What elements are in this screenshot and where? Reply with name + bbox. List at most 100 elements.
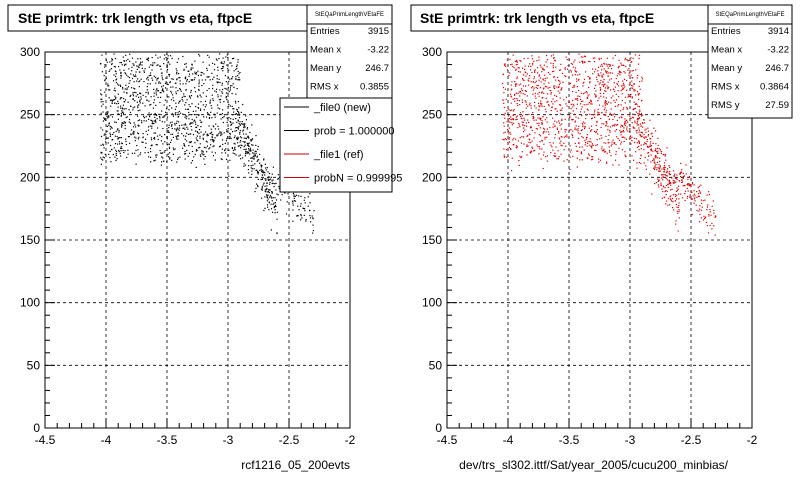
- data-point: [678, 202, 680, 204]
- data-point: [161, 152, 163, 154]
- data-point: [597, 81, 599, 83]
- data-point: [243, 165, 245, 167]
- data-point: [593, 130, 596, 132]
- data-point: [541, 139, 543, 141]
- data-point: [221, 82, 223, 84]
- data-point: [245, 133, 247, 135]
- x-tick-label: -4: [101, 433, 112, 447]
- data-point: [212, 140, 214, 142]
- data-point: [525, 101, 527, 103]
- data-point: [100, 127, 102, 129]
- data-point: [553, 70, 555, 72]
- data-point: [113, 132, 115, 134]
- data-point: [643, 142, 646, 144]
- data-point: [202, 92, 204, 94]
- data-point: [515, 145, 517, 147]
- data-point: [265, 179, 267, 181]
- data-point: [234, 143, 236, 145]
- data-point: [580, 108, 582, 110]
- data-point: [584, 126, 586, 128]
- data-point: [626, 79, 628, 82]
- data-point: [125, 73, 127, 75]
- data-point: [251, 124, 253, 126]
- data-point: [146, 133, 149, 136]
- data-point: [609, 112, 611, 114]
- data-point: [187, 108, 189, 110]
- data-point: [667, 186, 669, 188]
- data-point: [120, 155, 122, 157]
- data-point: [309, 193, 311, 195]
- data-point: [202, 61, 204, 63]
- data-point: [187, 133, 189, 135]
- data-point: [212, 78, 214, 80]
- data-point: [185, 89, 187, 91]
- data-point: [604, 90, 606, 92]
- data-point: [199, 119, 201, 121]
- data-point: [516, 59, 518, 61]
- data-point: [659, 149, 661, 151]
- data-point: [655, 143, 657, 145]
- data-point: [131, 77, 134, 80]
- data-point: [581, 106, 583, 108]
- data-point: [263, 171, 265, 173]
- data-point: [298, 195, 300, 197]
- data-point: [130, 129, 133, 131]
- data-point: [699, 213, 701, 215]
- data-point: [255, 152, 257, 154]
- data-point: [636, 77, 638, 79]
- data-point: [247, 143, 249, 145]
- data-point: [155, 114, 157, 116]
- data-point: [266, 187, 268, 190]
- data-point: [237, 119, 239, 121]
- data-point: [125, 63, 127, 65]
- data-point: [239, 79, 241, 81]
- data-point: [195, 149, 198, 151]
- data-point: [582, 82, 584, 84]
- data-point: [674, 200, 676, 202]
- data-point: [515, 92, 517, 94]
- data-point: [515, 84, 517, 86]
- data-point: [119, 61, 121, 64]
- data-point: [159, 149, 161, 152]
- data-point: [623, 123, 626, 125]
- data-point: [523, 74, 525, 76]
- data-point: [237, 110, 239, 112]
- data-point: [130, 94, 132, 97]
- data-point: [584, 122, 586, 124]
- data-point: [600, 95, 602, 97]
- data-point: [630, 61, 632, 64]
- data-point: [678, 180, 680, 182]
- data-point: [231, 65, 233, 67]
- data-point: [601, 146, 603, 148]
- data-point: [115, 121, 117, 123]
- data-point: [124, 72, 126, 74]
- data-point: [620, 131, 622, 133]
- data-point: [267, 176, 269, 179]
- data-point: [531, 147, 533, 149]
- data-point: [99, 63, 102, 65]
- data-point: [135, 149, 137, 152]
- data-point: [114, 87, 116, 89]
- data-point: [632, 77, 634, 79]
- data-point: [118, 151, 120, 153]
- data-point: [606, 71, 608, 73]
- data-point: [205, 95, 207, 97]
- data-point: [666, 190, 668, 192]
- data-point: [232, 118, 234, 120]
- data-point: [144, 105, 146, 107]
- data-point: [304, 197, 306, 199]
- data-point: [603, 85, 605, 88]
- data-point: [539, 141, 541, 143]
- data-point: [572, 103, 574, 105]
- data-point: [212, 87, 214, 90]
- data-point: [114, 90, 117, 92]
- data-point: [606, 57, 608, 59]
- data-point: [145, 116, 147, 118]
- data-point: [228, 149, 230, 151]
- data-point: [175, 91, 177, 93]
- data-point: [264, 196, 266, 198]
- data-point: [253, 156, 255, 158]
- data-point: [222, 109, 224, 111]
- data-point: [509, 121, 511, 123]
